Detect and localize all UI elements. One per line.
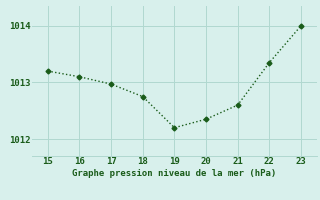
X-axis label: Graphe pression niveau de la mer (hPa): Graphe pression niveau de la mer (hPa) [72, 169, 276, 178]
